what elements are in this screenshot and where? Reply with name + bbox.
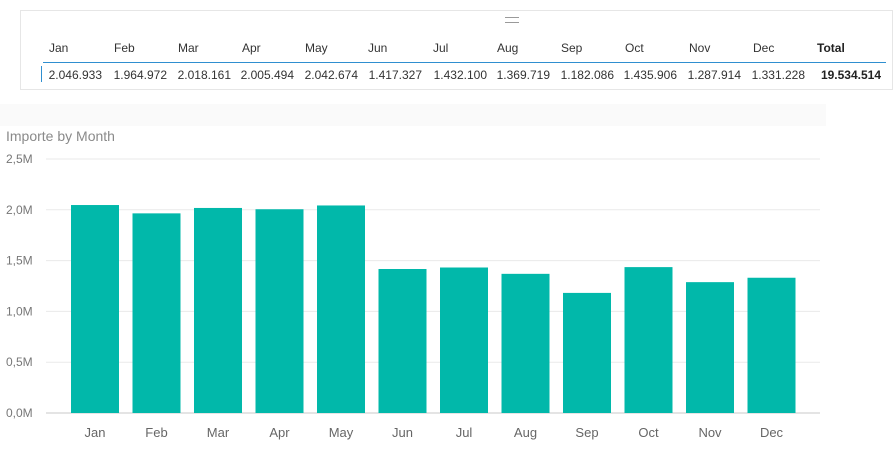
table-cell-value: 2.042.674 xyxy=(304,68,358,82)
x-tick-label: Jun xyxy=(392,425,413,440)
table-cell-value: 2.046.933 xyxy=(48,68,102,82)
bar-feb[interactable] xyxy=(132,213,181,413)
x-tick-label: Jul xyxy=(456,425,473,440)
table-header-month[interactable]: Nov xyxy=(689,41,711,55)
table-cell-value: 1.331.228 xyxy=(751,68,805,82)
x-tick-label: Oct xyxy=(638,425,659,440)
bar-nov[interactable] xyxy=(686,282,734,413)
table-header-month[interactable]: Apr xyxy=(242,41,261,55)
x-tick-label: Mar xyxy=(207,425,230,440)
table-header-month[interactable]: Jun xyxy=(368,41,388,55)
x-tick-label: Dec xyxy=(760,425,784,440)
x-tick-label: Jan xyxy=(85,425,106,440)
table-header-month[interactable]: Aug xyxy=(497,41,519,55)
table-cell-value: 1.287.914 xyxy=(687,68,741,82)
bar-jun[interactable] xyxy=(378,268,427,413)
table-header-month[interactable]: Feb xyxy=(114,41,135,55)
bar-may[interactable] xyxy=(317,205,365,413)
table-cell-value: 1.182.086 xyxy=(560,68,614,82)
y-tick-label: 1,5M xyxy=(6,254,33,268)
table-header-month[interactable]: Jul xyxy=(433,41,449,55)
bar-apr[interactable] xyxy=(255,209,304,413)
y-tick-label: 0,5M xyxy=(6,355,33,369)
chart-title: Importe by Month xyxy=(6,128,115,144)
x-tick-label: May xyxy=(329,425,354,440)
table-header-month[interactable]: May xyxy=(305,41,328,55)
table-total-value: 19.534.514 xyxy=(820,68,881,82)
x-tick-label: Nov xyxy=(698,425,722,440)
table-header-month[interactable]: Jan xyxy=(49,41,69,55)
x-tick-label: Aug xyxy=(514,425,537,440)
bar-sep[interactable] xyxy=(563,292,611,413)
table-cell-value: 1.432.100 xyxy=(433,68,487,82)
y-tick-label: 1,0M xyxy=(6,304,33,318)
row-selection-marker xyxy=(41,66,42,82)
header-divider xyxy=(43,62,886,63)
table-cell-value: 1.964.972 xyxy=(113,68,167,82)
table-header-month[interactable]: Mar xyxy=(178,41,199,55)
bar-dec[interactable] xyxy=(747,277,796,413)
y-tick-label: 2,5M xyxy=(6,152,33,166)
drag-handle-icon[interactable] xyxy=(505,17,519,23)
table-header-total[interactable]: Total xyxy=(817,41,845,55)
bar-mar[interactable] xyxy=(194,207,242,413)
bar-jul[interactable] xyxy=(440,267,488,413)
table-header-month[interactable]: Oct xyxy=(625,41,644,55)
x-tick-label: Apr xyxy=(269,425,290,440)
table-cell-value: 2.018.161 xyxy=(177,68,231,82)
table-cell-value: 1.369.719 xyxy=(496,68,550,82)
y-tick-label: 0,0M xyxy=(6,406,33,420)
table-cell-value: 1.417.327 xyxy=(368,68,422,82)
table-cell-value: 2.005.494 xyxy=(240,68,294,82)
chart-header-band xyxy=(0,104,826,126)
bar-oct[interactable] xyxy=(624,267,673,413)
bar-aug[interactable] xyxy=(501,273,550,413)
table-header-month[interactable]: Sep xyxy=(561,41,583,55)
y-tick-label: 2,0M xyxy=(6,203,33,217)
x-tick-label: Sep xyxy=(575,425,598,440)
table-header-month[interactable]: Dec xyxy=(753,41,775,55)
bar-jan[interactable] xyxy=(71,205,119,413)
table-cell-value: 1.435.906 xyxy=(623,68,677,82)
matrix-table: Jan Feb Mar Apr May Jun Jul Aug Sep Oct Nov Dec Tota… xyxy=(20,10,893,90)
x-tick-label: Feb xyxy=(145,425,167,440)
